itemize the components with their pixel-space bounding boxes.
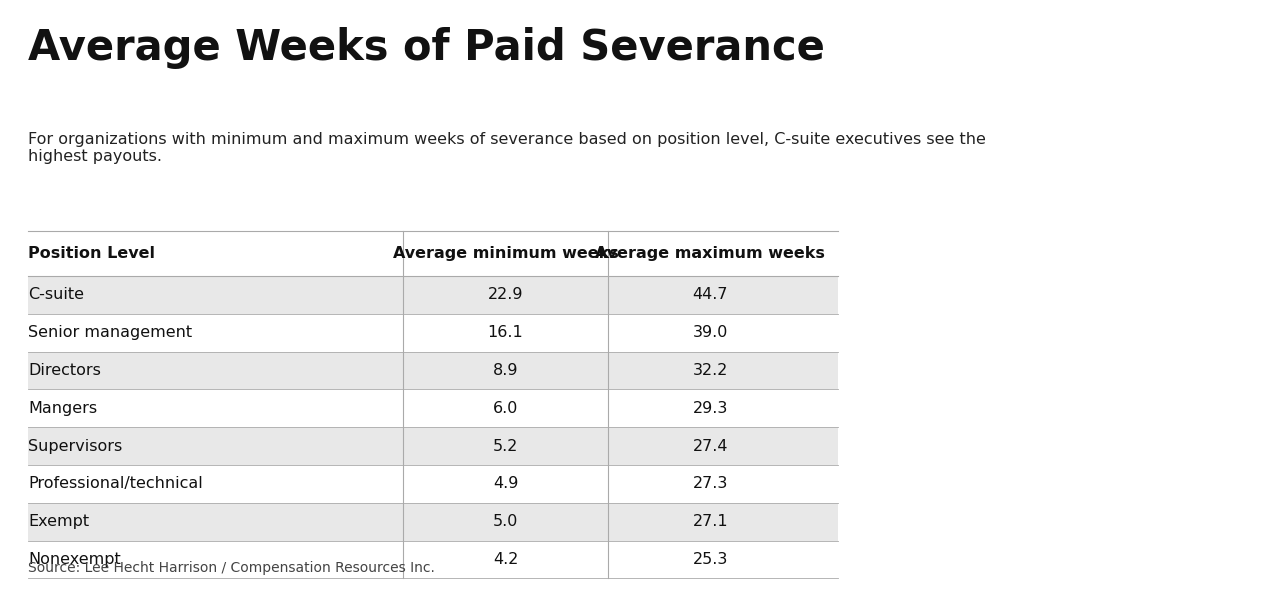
Text: Average minimum weeks: Average minimum weeks: [393, 246, 618, 261]
Text: Mangers: Mangers: [28, 401, 97, 416]
Text: Exempt: Exempt: [28, 514, 90, 529]
Text: 5.0: 5.0: [493, 514, 518, 529]
Text: Senior management: Senior management: [28, 325, 192, 340]
Text: C-suite: C-suite: [28, 287, 84, 302]
Text: 29.3: 29.3: [692, 401, 728, 416]
Text: 27.1: 27.1: [692, 514, 728, 529]
Text: Supervisors: Supervisors: [28, 439, 123, 454]
Text: 32.2: 32.2: [692, 363, 728, 378]
Text: Source: Lee Hecht Harrison / Compensation Resources Inc.: Source: Lee Hecht Harrison / Compensatio…: [28, 561, 435, 575]
Text: 4.2: 4.2: [493, 552, 518, 567]
Text: 16.1: 16.1: [488, 325, 524, 340]
Text: 8.9: 8.9: [493, 363, 518, 378]
Text: 6.0: 6.0: [493, 401, 518, 416]
Text: 39.0: 39.0: [692, 325, 728, 340]
Text: 5.2: 5.2: [493, 439, 518, 454]
Text: 27.4: 27.4: [692, 439, 728, 454]
Text: 44.7: 44.7: [692, 287, 728, 302]
Text: Position Level: Position Level: [28, 246, 155, 261]
Text: 4.9: 4.9: [493, 476, 518, 491]
Text: Average maximum weeks: Average maximum weeks: [595, 246, 826, 261]
Text: For organizations with minimum and maximum weeks of severance based on position : For organizations with minimum and maxim…: [28, 132, 986, 164]
Text: Average Weeks of Paid Severance: Average Weeks of Paid Severance: [28, 27, 826, 69]
Text: Directors: Directors: [28, 363, 101, 378]
Text: 25.3: 25.3: [692, 552, 728, 567]
Text: 22.9: 22.9: [488, 287, 524, 302]
Text: Professional/technical: Professional/technical: [28, 476, 204, 491]
Text: 27.3: 27.3: [692, 476, 728, 491]
Text: Nonexempt: Nonexempt: [28, 552, 120, 567]
